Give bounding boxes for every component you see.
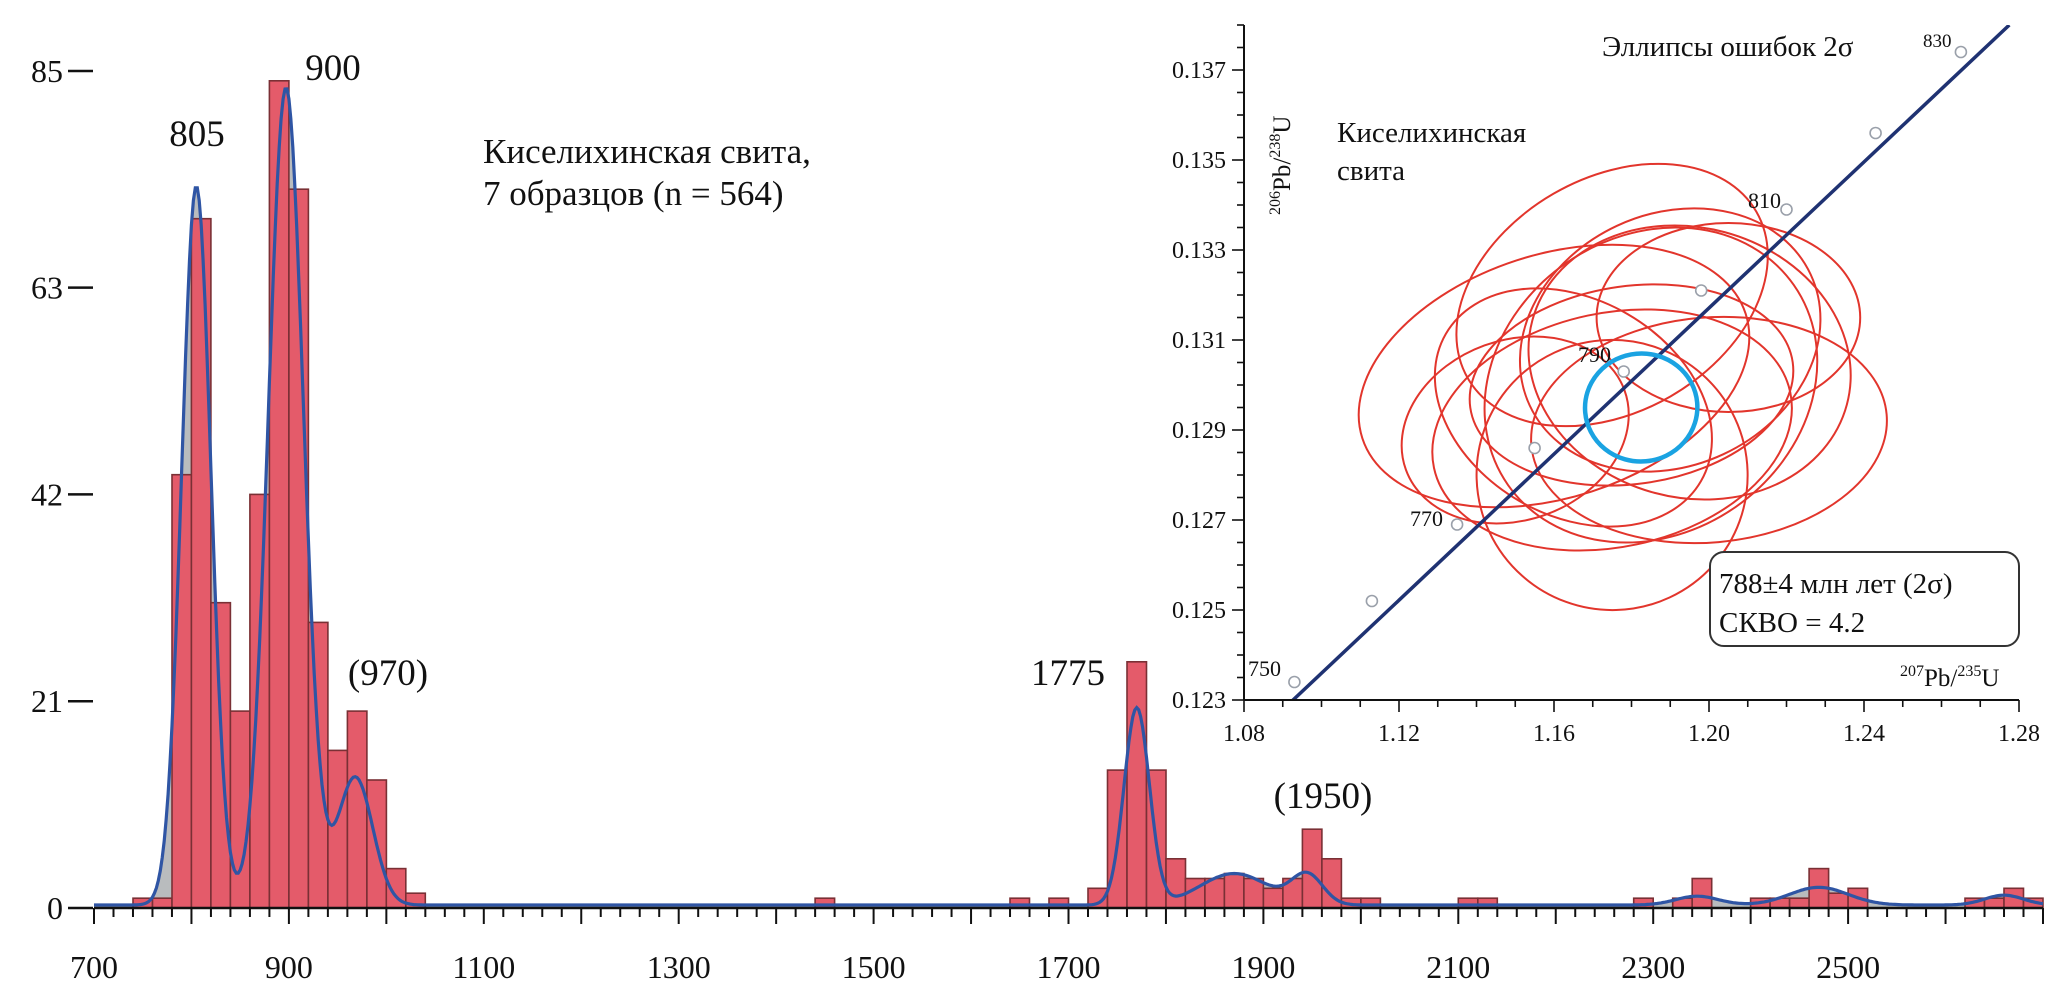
error-ellipse (1475, 338, 1749, 612)
concordia-age-markers (1288, 45, 1968, 689)
inset-y-tick-label: 0.129 (1172, 418, 1226, 444)
histogram-bar (327, 749, 349, 909)
concordia-inset: 1.08 1.12 1.16 1.20 1.24 1.28 0.123 0.125 0.127 0… (1172, 24, 2040, 747)
inset-group-label-1: Киселихинская (1337, 117, 1526, 149)
x-tick-label: 2100 (1426, 949, 1490, 985)
histogram-bar (229, 710, 251, 909)
y-axis-label: 206Pb/238U (1267, 116, 1296, 215)
main-axes: 700 900 1100 1300 1500 1700 1900 2100 2300 2500 0 2… (31, 53, 2044, 985)
histogram-bar (210, 601, 232, 909)
concordia-age-label: 810 (1748, 188, 1781, 213)
histogram-chart: 700 900 1100 1300 1500 1700 1900 2100 2300 2500 0 2… (31, 48, 2044, 985)
error-ellipse (1455, 162, 1769, 428)
histogram-bar (249, 493, 271, 909)
error-ellipse (1433, 287, 1713, 528)
y-tick-label: 0 (47, 890, 63, 926)
x-tick-label: 1500 (842, 949, 906, 985)
concordia-age-label: 770 (1410, 506, 1443, 531)
inset-y-tick-label: 0.127 (1172, 508, 1226, 534)
y-tick-label: 21 (31, 683, 63, 719)
peak-label: (1950) (1274, 776, 1373, 817)
x-tick-label: 1900 (1231, 949, 1295, 985)
histogram-bar (1788, 897, 1810, 909)
peak-label: 805 (169, 114, 225, 155)
error-ellipses (1357, 162, 1888, 612)
histogram-bar (1827, 892, 1849, 909)
x-tick-label: 900 (265, 949, 313, 985)
y-tick-label: 85 (31, 53, 63, 89)
concordia-age-marker (1365, 594, 1379, 608)
histogram-bar (1126, 660, 1148, 909)
error-ellipse (1595, 222, 1862, 413)
concordia-curve (1290, 25, 2011, 700)
x-tick-label: 700 (70, 949, 118, 985)
x-tick-label: 2500 (1816, 949, 1880, 985)
concordia-age-marker (1528, 441, 1541, 455)
inset-title: Эллипсы ошибок 2σ (1602, 31, 1854, 63)
histogram-bar (1301, 828, 1323, 909)
y-tick-label: 63 (31, 270, 63, 306)
sample-title-line-1: Киселихинская свита, (483, 132, 811, 171)
inset-axes: 1.08 1.12 1.16 1.20 1.24 1.28 0.123 0.125 0.127 0… (1172, 24, 2040, 747)
histogram-bar (151, 897, 173, 909)
concordia-age-label: 790 (1578, 342, 1611, 367)
inset-x-tick-label: 1.12 (1378, 721, 1420, 747)
peak-label: 1775 (1031, 653, 1105, 694)
error-ellipse (1518, 207, 1822, 473)
histogram-bar (1223, 872, 1245, 909)
histogram-bar (190, 217, 212, 909)
inset-x-tick-label: 1.28 (1998, 721, 2040, 747)
concordia-age-label: 830 (1923, 31, 1952, 52)
histogram-bar (268, 80, 290, 909)
inset-y-tick-label: 0.123 (1172, 688, 1226, 714)
concordia-age-marker (1780, 203, 1793, 216)
concordia-age-marker (1450, 518, 1464, 531)
inset-x-tick-label: 1.20 (1688, 721, 1730, 747)
x-tick-label: 1700 (1037, 949, 1101, 985)
inset-y-tick-label: 0.131 (1172, 328, 1226, 354)
histogram-bar (1262, 887, 1284, 909)
inset-x-tick-label: 1.16 (1533, 721, 1575, 747)
peak-label: 900 (305, 48, 361, 89)
histogram-bar (1165, 857, 1187, 909)
x-tick-label: 1300 (647, 949, 711, 985)
peak-labels: 805 900 (970) 1775 (1950) (169, 48, 1372, 817)
result-mswd-text: СКВО = 4.2 (1719, 607, 1865, 639)
concordia-age-marker (1694, 284, 1708, 297)
inset-x-tick-label: 1.24 (1843, 721, 1885, 747)
x-tick-label: 1100 (452, 949, 515, 985)
kde-curve (94, 87, 2044, 907)
inset-x-tick-label: 1.08 (1223, 721, 1265, 747)
peak-label: (970) (348, 653, 428, 694)
inset-y-tick-label: 0.135 (1172, 148, 1226, 174)
concordia-age-marker (1869, 126, 1882, 140)
result-age-text: 788±4 млн лет (2σ) (1719, 568, 1952, 600)
error-ellipse (1527, 224, 1852, 501)
histogram-bar (1691, 877, 1713, 909)
error-ellipse (1483, 226, 1819, 544)
concordia-age-label: 750 (1248, 656, 1281, 681)
error-ellipse (1357, 243, 1751, 509)
error-ellipse (1400, 335, 1630, 525)
x-tick-label: 2300 (1621, 949, 1685, 985)
concordia-age-marker (1954, 45, 1968, 59)
result-box (1709, 551, 2020, 647)
inset-group-label-2: свита (1337, 155, 1405, 187)
histogram-bar (346, 710, 368, 909)
concordia-age-marker (1617, 365, 1630, 378)
histogram-bar (307, 621, 329, 909)
concordia-age-labels: 750 770 790 810 830 (1248, 31, 1952, 681)
error-ellipse (1468, 283, 1795, 487)
y-tick-label: 42 (31, 476, 63, 512)
concordia-age-marker (1288, 675, 1301, 689)
mean-age-ellipse (1582, 351, 1700, 464)
inset-y-tick-label: 0.125 (1172, 598, 1226, 624)
x-axis-label: 207Pb/235U (1900, 663, 1999, 692)
sample-title-line-2: 7 образцов (n = 564) (483, 174, 783, 213)
inset-y-tick-label: 0.133 (1172, 238, 1226, 264)
inset-y-tick-label: 0.137 (1172, 58, 1226, 84)
